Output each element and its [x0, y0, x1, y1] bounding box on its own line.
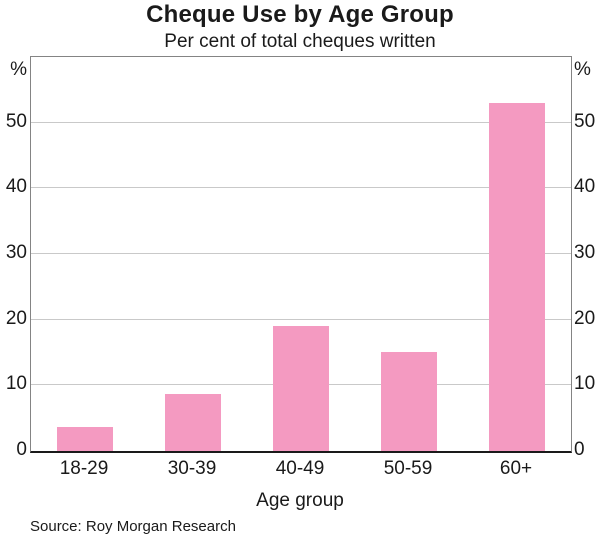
chart-title: Cheque Use by Age Group: [146, 1, 454, 28]
gridline-50: [31, 122, 571, 123]
y-tick-label-left-40: 40: [5, 176, 27, 197]
bar-18-29: [57, 427, 113, 451]
x-tick-label-30-39: 30-39: [167, 458, 217, 479]
x-axis-title: Age group: [256, 490, 344, 511]
y-axis-unit-right: %: [574, 59, 591, 80]
x-tick-label-60+: 60+: [499, 458, 533, 479]
x-tick-label-50-59: 50-59: [383, 458, 433, 479]
gridline-30: [31, 253, 571, 254]
chart-subtitle: Per cent of total cheques written: [164, 31, 436, 52]
x-tick-label-40-49: 40-49: [275, 458, 325, 479]
y-tick-label-left-30: 30: [5, 242, 27, 263]
y-axis-unit-left: %: [10, 59, 27, 80]
y-tick-label-left-10: 10: [5, 373, 27, 394]
y-tick-label-right-50: 50: [574, 111, 596, 132]
source-note: Source: Roy Morgan Research: [30, 518, 236, 535]
y-tick-label-right-0: 0: [574, 439, 585, 460]
bar-60+: [489, 103, 545, 451]
plot-area: [30, 56, 572, 453]
y-tick-label-right-10: 10: [574, 373, 596, 394]
bar-30-39: [165, 394, 221, 451]
gridline-20: [31, 319, 571, 320]
y-tick-label-right-20: 20: [574, 308, 596, 329]
y-tick-label-right-30: 30: [574, 242, 596, 263]
x-tick-label-18-29: 18-29: [59, 458, 109, 479]
y-tick-label-left-20: 20: [5, 308, 27, 329]
y-tick-label-left-50: 50: [5, 111, 27, 132]
bar-50-59: [381, 352, 437, 451]
y-tick-label-right-40: 40: [574, 176, 596, 197]
y-tick-label-left-0: 0: [16, 439, 27, 460]
gridline-40: [31, 187, 571, 188]
bar-40-49: [273, 326, 329, 451]
